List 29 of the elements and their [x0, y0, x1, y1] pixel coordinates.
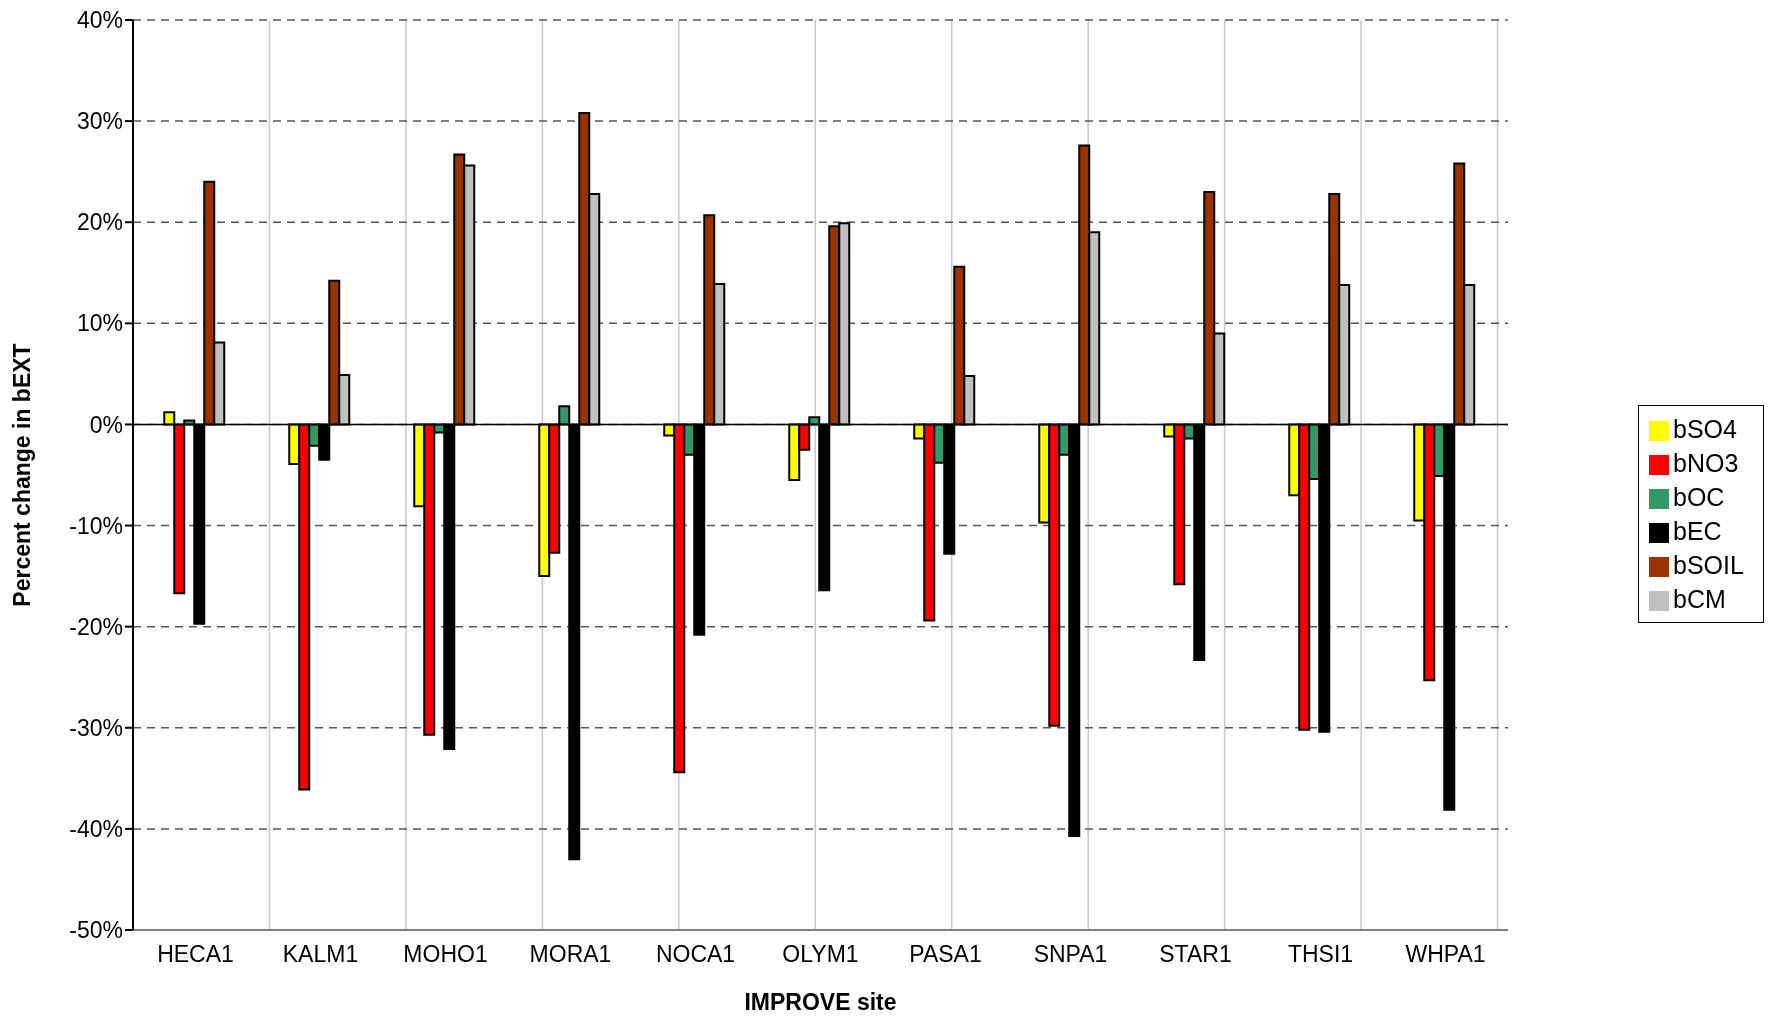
legend-label: bSOIL — [1673, 550, 1744, 579]
x-tick-label: KALM1 — [282, 941, 359, 968]
legend-label: bOC — [1673, 482, 1725, 511]
legend-label: bEC — [1673, 516, 1722, 545]
y-tick-label: 20% — [76, 209, 123, 236]
x-tick-label: MOHO1 — [403, 941, 488, 968]
y-tick-label: -10% — [69, 512, 123, 539]
x-tick-label: HECA1 — [157, 941, 234, 968]
y-tick-label: 10% — [76, 310, 123, 337]
y-tick-label: -20% — [69, 613, 123, 640]
y-tick-label: -40% — [69, 816, 123, 843]
y-tick-label: 40% — [76, 7, 123, 34]
legend-label: bNO3 — [1673, 448, 1739, 477]
x-tick-label: MORA1 — [529, 941, 612, 968]
y-axis-title: Percent change in bEXT — [9, 343, 36, 607]
y-tick-label: 30% — [76, 108, 123, 135]
x-tick-label: NOCA1 — [655, 941, 736, 968]
y-tick-label: -50% — [69, 917, 123, 944]
x-tick-label: OLYM1 — [782, 941, 859, 968]
legend-label: bSO4 — [1673, 414, 1737, 443]
x-tick-label: PASA1 — [909, 941, 982, 968]
x-tick-label: STAR1 — [1159, 941, 1232, 968]
y-tick-label: -30% — [69, 714, 123, 741]
x-tick-label: WHPA1 — [1405, 941, 1486, 968]
x-axis-title: IMPROVE site — [744, 989, 897, 1015]
x-tick-label: THSI1 — [1287, 941, 1354, 968]
y-tick-label: 0% — [89, 411, 123, 438]
x-tick-label: SNPA1 — [1033, 941, 1108, 968]
legend-label: bCM — [1673, 584, 1726, 613]
